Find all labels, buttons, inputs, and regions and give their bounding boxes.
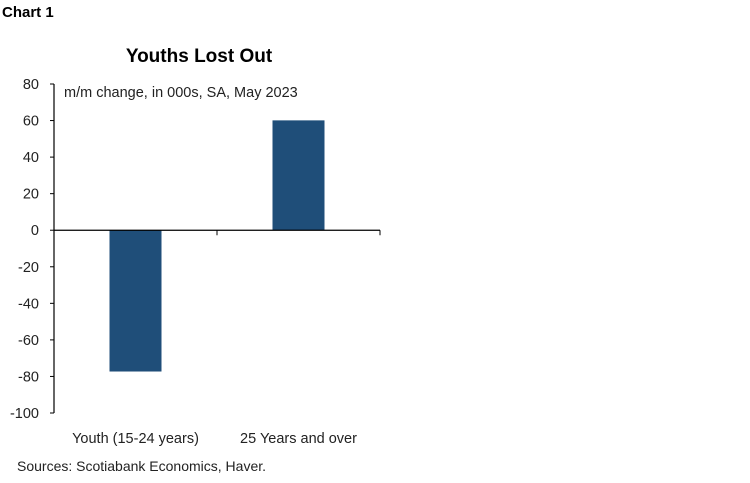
y-tick-label: 20: [23, 187, 39, 203]
chart-title: Youths Lost Out: [126, 46, 273, 67]
y-tick-label: 80: [23, 77, 39, 93]
chart-subtitle: m/m change, in 000s, SA, May 2023: [64, 85, 298, 101]
y-tick-label: -100: [10, 406, 39, 422]
chart-label: Chart 1: [2, 4, 54, 21]
bars-group: [109, 120, 325, 372]
bar-2: [272, 120, 325, 231]
bar-1: [109, 230, 162, 372]
y-tick-label: 40: [23, 150, 39, 166]
x-category-label: 25 Years and over: [240, 431, 357, 447]
chart-source: Sources: Scotiabank Economics, Haver.: [17, 458, 266, 474]
x-category-label: Youth (15-24 years): [72, 431, 199, 447]
y-tick-label: -20: [18, 260, 39, 276]
y-tick-label: -60: [18, 333, 39, 349]
axes-group: 80 60 40 20 0 -20 -40 -60 -80 -100 Youth (15-24 ye…: [10, 77, 381, 447]
y-tick-label: -40: [18, 296, 39, 312]
y-tick-label: 0: [31, 223, 39, 239]
y-tick-label: 60: [23, 114, 39, 130]
y-tick-label: -80: [18, 369, 39, 385]
